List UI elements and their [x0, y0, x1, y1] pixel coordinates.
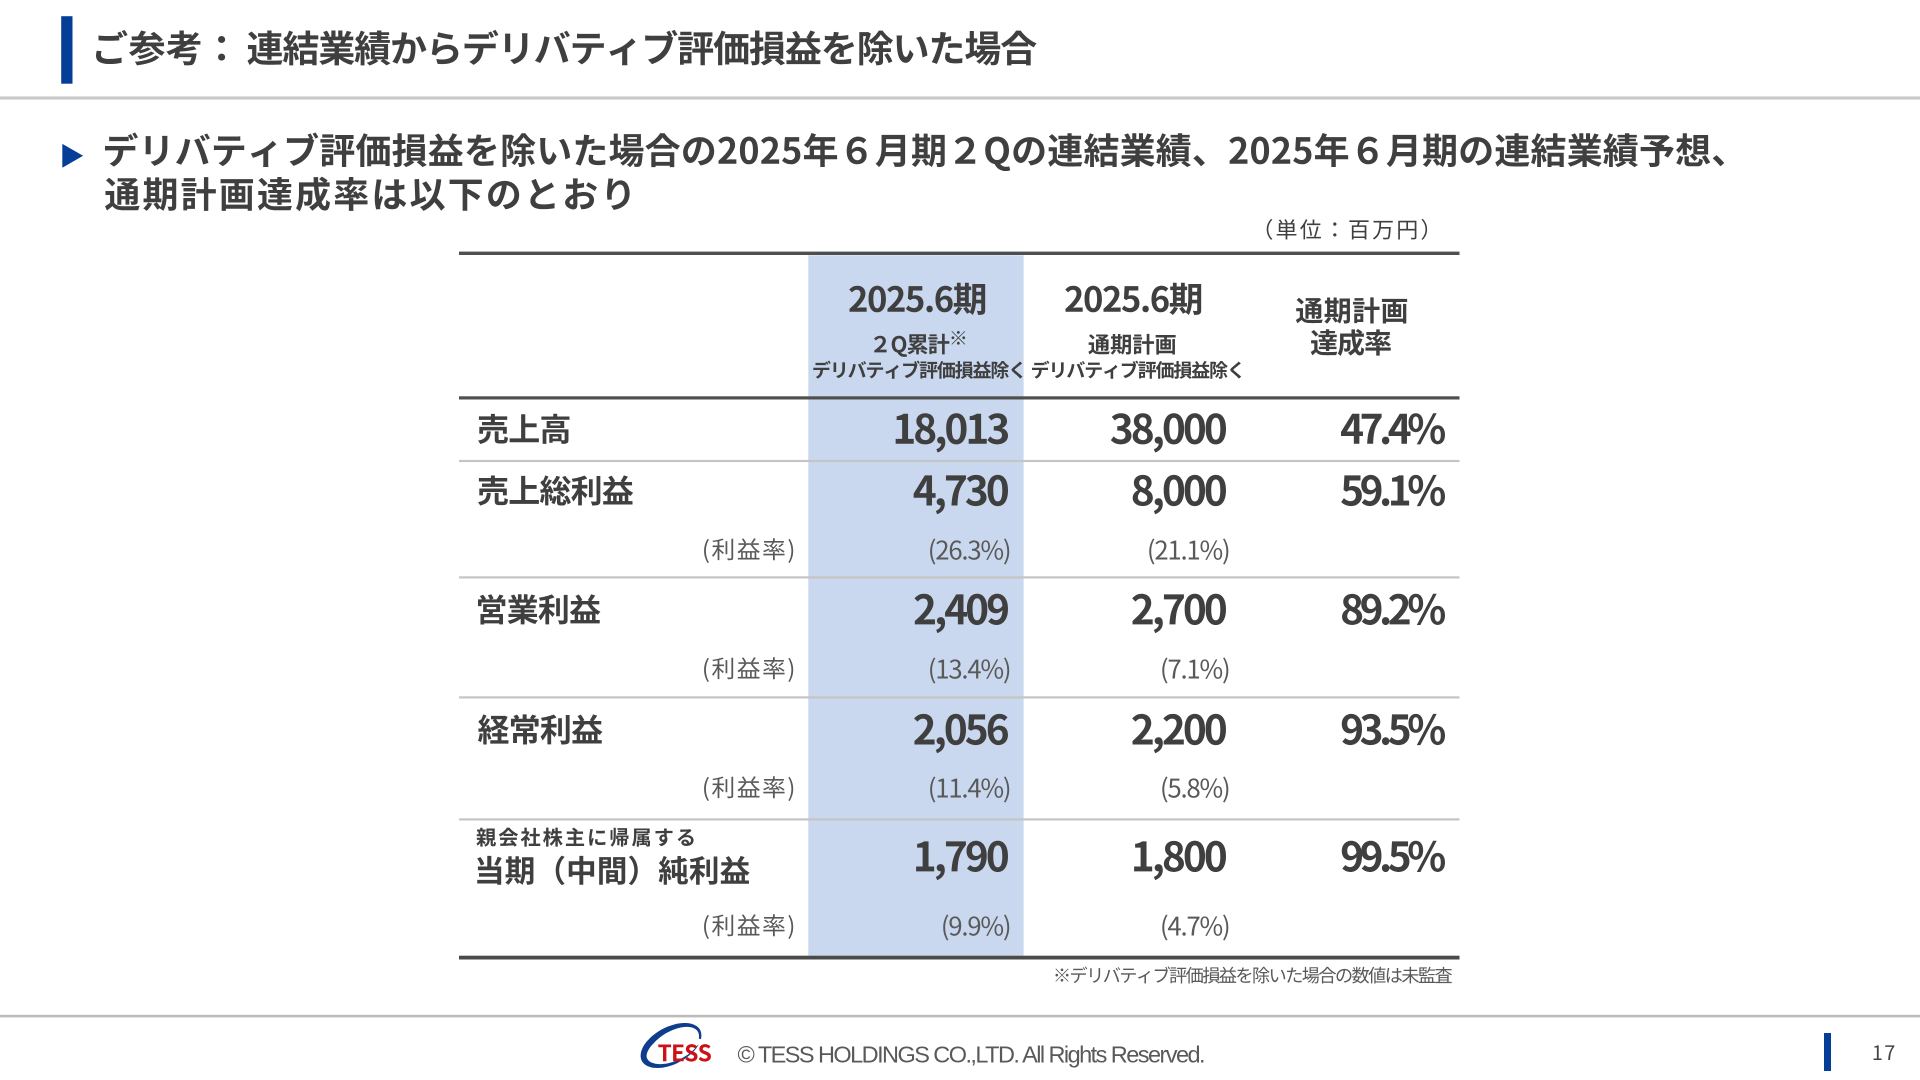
svg-text:© TESS HOLDINGS CO.,LTD. All R: © TESS HOLDINGS CO.,LTD. All Rights Rese… [738, 1041, 1204, 1067]
